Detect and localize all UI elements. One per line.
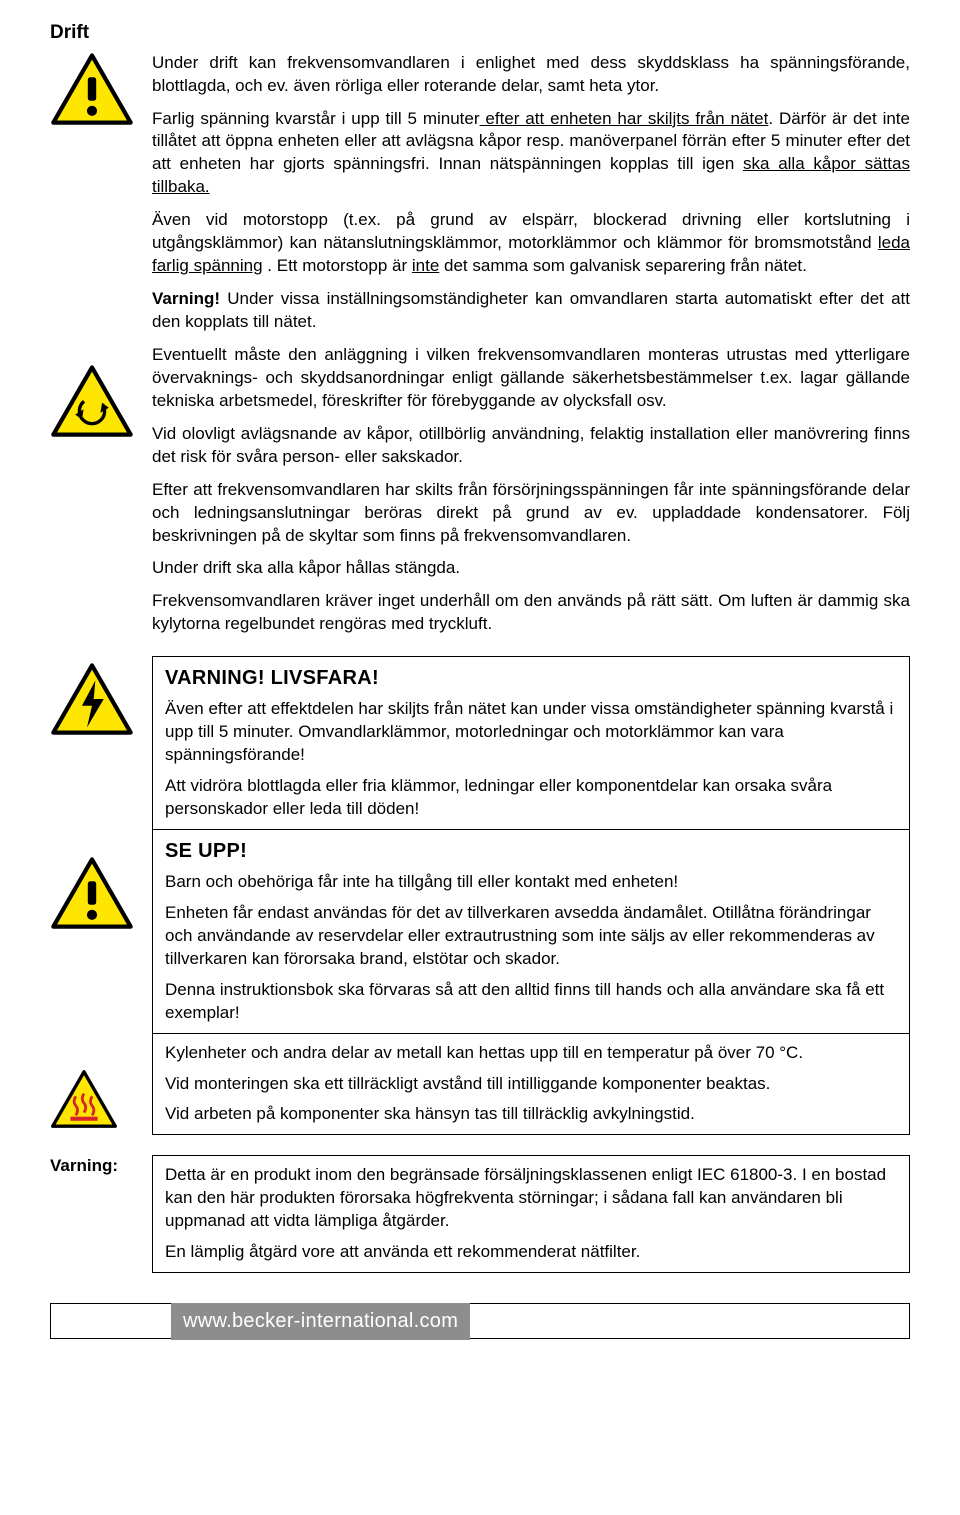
warning-p8: Vid arbeten på komponenter ska hänsyn ta… — [165, 1103, 897, 1126]
note-section: Varning: Detta är en produkt inom den be… — [50, 1155, 910, 1273]
footer-url: www.becker-international.com — [171, 1303, 470, 1340]
drift-p5: Eventuellt måste den anläggning i vilken… — [152, 344, 910, 413]
warning-autorestart-icon — [50, 364, 134, 438]
warning-box: VARNING! LIVSFARA! Även efter att effekt… — [152, 656, 910, 1135]
note-text: Detta är en produkt inom den begränsade … — [152, 1155, 910, 1273]
note-p1: Detta är en produkt inom den begränsade … — [165, 1164, 897, 1233]
drift-p8: Under drift ska alla kåpor hållas stängd… — [152, 557, 910, 580]
section-title: Drift — [50, 20, 910, 46]
warning-section: VARNING! LIVSFARA! Även efter att effekt… — [50, 656, 910, 1135]
warning-text: VARNING! LIVSFARA! Även efter att effekt… — [152, 656, 910, 1135]
warning-p5: Denna instruktionsbok ska förvaras så at… — [165, 979, 897, 1025]
divider — [153, 829, 909, 830]
drift-section: Under drift kan frekvensomvandlaren i en… — [50, 52, 910, 637]
drift-p1: Under drift kan frekvensomvandlaren i en… — [152, 52, 910, 98]
drift-text: Under drift kan frekvensomvandlaren i en… — [152, 52, 910, 637]
warning-p7: Vid monteringen ska ett tillräckligt avs… — [165, 1073, 897, 1096]
warning-exclamation-icon — [50, 856, 134, 930]
warning-heading-1: VARNING! LIVSFARA! — [165, 665, 897, 692]
drift-p6: Vid olovligt avlägsnande av kåpor, otill… — [152, 423, 910, 469]
warning-icons — [50, 656, 134, 1135]
warning-heading-2: SE UPP! — [165, 838, 897, 865]
note-label: Varning: — [50, 1155, 134, 1273]
drift-p7: Efter att frekvensomvandlaren har skilts… — [152, 479, 910, 548]
warning-p1: Även efter att effektdelen har skiljts f… — [165, 698, 897, 767]
drift-p4: Varning! Under vissa inställningsomständ… — [152, 288, 910, 334]
divider — [153, 1033, 909, 1034]
drift-p2: Farlig spänning kvarstår i upp till 5 mi… — [152, 108, 910, 200]
warning-p4: Enheten får endast användas för det av t… — [165, 902, 897, 971]
footer: www.becker-international.com — [50, 1303, 910, 1339]
note-box: Detta är en produkt inom den begränsade … — [152, 1155, 910, 1273]
warning-p2: Att vidröra blottlagda eller fria klämmo… — [165, 775, 897, 821]
drift-p9: Frekvensomvandlaren kräver inget underhå… — [152, 590, 910, 636]
note-p2: En lämplig åtgärd vore att använda ett r… — [165, 1241, 897, 1264]
warning-voltage-icon — [50, 662, 134, 736]
drift-icons — [50, 52, 134, 637]
warning-p6: Kylenheter och andra delar av metall kan… — [165, 1042, 897, 1065]
drift-p3: Även vid motorstopp (t.ex. på grund av e… — [152, 209, 910, 278]
warning-hot-surface-icon — [50, 1069, 118, 1129]
warning-p3: Barn och obehöriga får inte ha tillgång … — [165, 871, 897, 894]
warning-exclamation-icon — [50, 52, 134, 126]
